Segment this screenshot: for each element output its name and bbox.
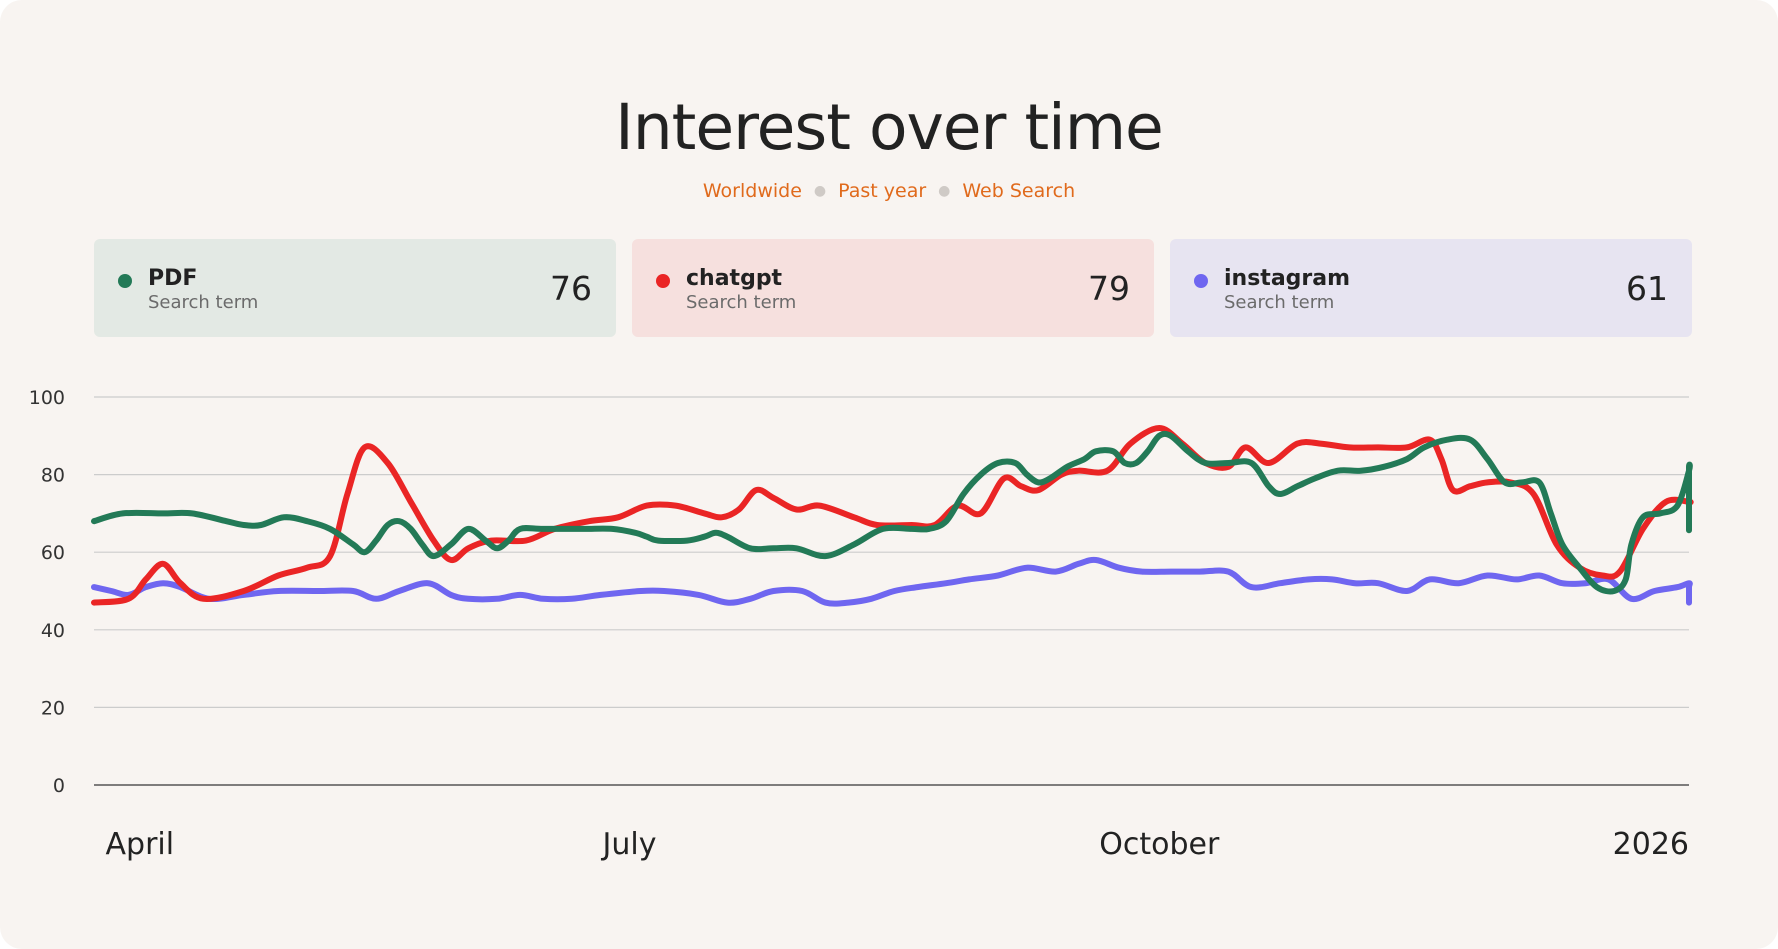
filter-time-range[interactable]: Past year <box>838 180 927 202</box>
y-tick-label: 20 <box>41 697 65 719</box>
x-tick-label: 2026 <box>1613 827 1689 862</box>
series-line-instagram <box>91 556 1693 607</box>
term-average-value: 79 <box>1088 269 1130 308</box>
term-name: chatgpt <box>686 266 783 291</box>
y-tick-label: 0 <box>53 775 65 797</box>
x-tick-label: October <box>1099 827 1220 862</box>
y-tick-label: 40 <box>41 620 65 642</box>
filter-region[interactable]: Worldwide <box>702 180 802 202</box>
y-tick-label: 60 <box>41 542 65 564</box>
y-tick-label: 100 <box>29 387 65 409</box>
series-color-dot <box>118 274 132 288</box>
filter-separator: ● <box>813 183 827 199</box>
term-card-instagram[interactable]: instagram Search term 61 <box>1170 239 1692 337</box>
series-color-dot <box>656 274 670 288</box>
y-tick-label: 80 <box>41 465 65 487</box>
filter-search-type[interactable]: Web Search <box>962 180 1076 202</box>
term-type: Search term <box>148 292 259 313</box>
chart-filters: Worldwide ● Past year ● Web Search <box>0 178 1778 204</box>
term-average-value: 76 <box>550 269 592 308</box>
x-tick-label: July <box>601 827 657 862</box>
chart-title: Interest over time <box>615 91 1164 164</box>
x-tick-label: April <box>106 827 175 862</box>
term-type: Search term <box>686 292 797 313</box>
filter-separator: ● <box>938 183 951 199</box>
series-line-pdf <box>91 430 1693 595</box>
term-average-value: 61 <box>1626 269 1668 308</box>
term-card-chatgpt[interactable]: chatgpt Search term 79 <box>632 239 1154 337</box>
term-type: Search term <box>1224 292 1335 313</box>
term-name: PDF <box>148 266 198 291</box>
term-card-pdf[interactable]: PDF Search term 76 <box>94 239 616 337</box>
series-line-chatgpt <box>91 425 1694 606</box>
series-color-dot <box>1194 274 1208 288</box>
term-name: instagram <box>1224 266 1351 291</box>
